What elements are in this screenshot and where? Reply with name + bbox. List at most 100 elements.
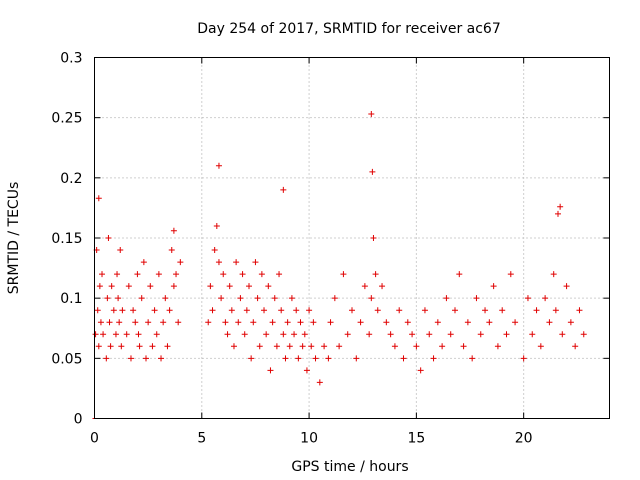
data-point — [537, 343, 544, 350]
data-point — [123, 331, 130, 338]
y-axis-label: SRMTID / TECUs — [6, 182, 22, 295]
data-point — [282, 355, 289, 362]
data-point — [143, 355, 149, 362]
data-point — [254, 295, 261, 302]
data-point — [269, 319, 276, 326]
data-point — [228, 307, 235, 314]
data-point — [572, 343, 579, 350]
data-point — [336, 343, 343, 350]
data-point — [211, 247, 218, 254]
data-point — [175, 319, 182, 326]
y-tick-label: 0.2 — [60, 171, 82, 187]
data-point — [316, 379, 323, 386]
data-point — [303, 367, 310, 374]
data-point — [299, 343, 306, 350]
data-point — [430, 355, 437, 362]
y-tick-label: 0.3 — [60, 51, 82, 67]
data-point — [280, 331, 287, 338]
data-point — [222, 319, 229, 326]
data-point — [370, 235, 377, 241]
data-point — [97, 319, 104, 326]
data-point — [379, 283, 386, 290]
data-point — [369, 168, 376, 175]
data-point — [136, 343, 143, 350]
data-point — [555, 210, 561, 217]
data-point — [215, 162, 222, 169]
data-point — [293, 307, 300, 314]
data-point — [550, 271, 557, 278]
data-point — [138, 295, 145, 302]
data-point — [494, 343, 501, 350]
data-point — [207, 283, 214, 290]
data-point — [94, 307, 101, 314]
data-point — [170, 283, 177, 290]
data-point — [258, 271, 265, 278]
data-point — [426, 331, 433, 338]
y-tick-label: 0.25 — [51, 111, 82, 127]
data-point — [119, 307, 126, 314]
data-point — [400, 355, 407, 362]
y-tick-label: 0.1 — [60, 291, 82, 307]
data-point — [396, 307, 403, 314]
data-point — [546, 319, 553, 326]
data-point — [507, 271, 514, 278]
data-point — [349, 307, 355, 314]
data-point — [220, 271, 227, 278]
data-point — [246, 283, 252, 290]
data-point — [110, 307, 117, 314]
data-point — [353, 355, 360, 362]
y-tick-label: 0.05 — [51, 351, 82, 367]
data-point — [447, 331, 454, 338]
data-point — [92, 331, 99, 338]
data-point — [520, 355, 527, 362]
data-point — [383, 319, 390, 326]
data-point — [297, 319, 304, 326]
data-point — [557, 203, 564, 210]
data-point — [218, 295, 225, 302]
data-point — [224, 331, 231, 338]
data-point — [552, 307, 559, 314]
data-point — [241, 331, 248, 338]
data-points — [92, 111, 587, 419]
data-point — [130, 307, 137, 314]
data-point — [261, 307, 268, 314]
data-point — [368, 295, 375, 302]
chart-title: Day 254 of 2017, SRMTID for receiver ac6… — [197, 21, 501, 37]
data-point — [482, 307, 489, 314]
data-point — [286, 343, 293, 350]
data-point — [391, 343, 398, 350]
data-point — [372, 271, 379, 278]
data-point — [173, 271, 180, 278]
y-tick-label: 0 — [74, 412, 83, 428]
data-point — [563, 283, 570, 290]
data-point — [235, 319, 242, 326]
y-tick-labels: 0 0.05 0.1 0.15 0.2 0.25 0.3 — [51, 51, 82, 428]
data-point — [439, 343, 446, 350]
data-point — [542, 295, 549, 302]
data-point — [267, 367, 274, 374]
data-point — [409, 331, 416, 338]
data-point — [135, 331, 142, 338]
data-point — [99, 271, 106, 278]
data-point — [160, 319, 167, 326]
data-point — [233, 259, 240, 266]
data-point — [434, 319, 441, 326]
x-tick-labels: 0 5 10 15 20 — [90, 431, 533, 447]
data-point — [327, 319, 334, 326]
data-point — [473, 295, 480, 302]
x-tick-label: 5 — [197, 431, 206, 447]
data-point — [265, 283, 272, 290]
data-point — [100, 331, 107, 338]
data-point — [331, 295, 338, 302]
data-point — [105, 235, 112, 241]
data-point — [166, 307, 173, 314]
data-point — [464, 319, 471, 326]
data-point — [125, 283, 132, 290]
data-point — [477, 331, 484, 338]
data-point — [413, 343, 420, 350]
data-point — [107, 343, 114, 350]
data-point — [503, 331, 510, 338]
data-point — [252, 259, 259, 266]
data-point — [104, 295, 111, 302]
